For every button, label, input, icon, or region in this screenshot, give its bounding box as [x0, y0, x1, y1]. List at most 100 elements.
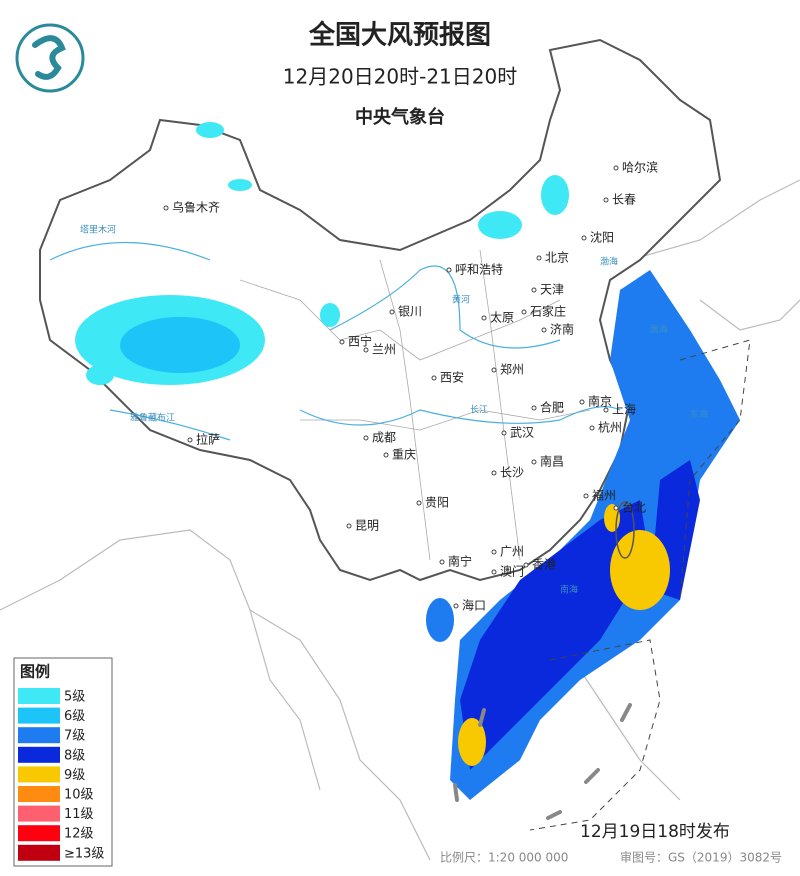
- city-label: 杭州: [598, 420, 622, 435]
- city-dot: [187, 437, 193, 443]
- city-dot: [491, 470, 497, 476]
- taiwan: [615, 501, 635, 559]
- city-dot: [491, 367, 497, 373]
- city-label: 海口: [462, 598, 486, 613]
- legend-swatch: [18, 688, 60, 704]
- legend-swatch: [18, 727, 60, 744]
- city-label: 拉萨: [196, 432, 220, 447]
- nine-dash-line: [453, 703, 632, 820]
- city-label: 南京: [588, 394, 612, 409]
- legend-swatch: [18, 786, 60, 802]
- city-label: 南昌: [540, 454, 564, 469]
- legend-swatch: [18, 844, 60, 861]
- city-dot: [603, 197, 609, 203]
- city-dot: [579, 399, 585, 405]
- city-label: 沈阳: [590, 230, 614, 245]
- city-dot: [389, 309, 395, 315]
- wind-areas: [75, 122, 740, 800]
- city-label: 重庆: [392, 448, 416, 462]
- approval-number: 审图号：GS（2019）3082号: [620, 850, 782, 865]
- china-outline: [39, 38, 722, 582]
- water-label: 长江: [470, 404, 488, 416]
- issued-time: 12月19日18时发布: [580, 822, 730, 842]
- legend-label: 6级: [64, 709, 85, 724]
- city-dot: [589, 425, 595, 431]
- city-label: 天津: [540, 283, 564, 297]
- legend-label: 9级: [64, 768, 85, 783]
- legend-title: 图例: [20, 663, 50, 681]
- legend-swatch: [18, 707, 60, 724]
- city-label: 郑州: [500, 362, 524, 377]
- water-label: 雅鲁藏布江: [130, 412, 175, 424]
- city-dot: [581, 235, 587, 241]
- logo: [15, 23, 85, 93]
- city-label: 昆明: [355, 519, 379, 533]
- legend: 5级 6级 7级 8级 9级 10级 11级 12级 ≥13级: [18, 688, 104, 861]
- city-dot: [339, 339, 345, 345]
- city-label: 北京: [545, 251, 569, 265]
- water-label: 黄河: [452, 294, 470, 306]
- city-label: 西安: [440, 370, 464, 385]
- city-dot: [523, 562, 529, 568]
- period: 12月20日20时-21日20时: [283, 65, 517, 89]
- city-label: 香港: [532, 558, 556, 572]
- legend-label: ≥13级: [64, 846, 104, 861]
- city-label: 济南: [550, 322, 574, 337]
- legend-swatch: [18, 805, 60, 822]
- title: 全国大风预报图: [308, 20, 491, 51]
- city-label: 澳门: [500, 564, 524, 579]
- legend-label: 7级: [64, 729, 85, 744]
- city-dot: [346, 523, 352, 529]
- city-label: 长沙: [500, 466, 524, 480]
- water-label: 渤海: [600, 256, 618, 268]
- city-dot: [521, 309, 527, 315]
- rivers: [49, 241, 621, 441]
- legend-label: 8级: [64, 748, 85, 763]
- city-label: 福州: [592, 488, 616, 503]
- city-label: 上海: [612, 402, 636, 417]
- city-label: 乌鲁木齐: [172, 200, 220, 215]
- legend-label: 11级: [64, 807, 94, 822]
- province-borders: [239, 249, 591, 561]
- city-label: 合肥: [540, 400, 564, 415]
- city-dot: [431, 375, 437, 381]
- sea-boundaries: [529, 339, 751, 831]
- city-label: 兰州: [372, 343, 396, 357]
- water-label: 黄海: [650, 324, 668, 336]
- city-dot: [536, 255, 542, 261]
- city-label: 哈尔滨: [622, 160, 658, 175]
- city-label: 石家庄: [530, 304, 566, 319]
- city-label: 武汉: [510, 426, 534, 440]
- city-label: 台北: [622, 500, 646, 515]
- city-label: 长春: [612, 193, 636, 207]
- city-label: 呼和浩特: [455, 262, 503, 277]
- city-dot: [363, 347, 369, 353]
- city-dot: [613, 505, 619, 511]
- city-dot: [363, 435, 369, 441]
- city-dot: [531, 287, 537, 293]
- legend-swatch: [18, 766, 60, 783]
- water-label: 塔里木河: [80, 224, 116, 236]
- city-dot: [481, 315, 487, 321]
- issuer: 中央气象台: [355, 106, 445, 128]
- city-label: 贵阳: [425, 496, 449, 510]
- city-dot: [613, 165, 619, 171]
- city-dot: [541, 327, 547, 333]
- city-label: 南宁: [448, 554, 472, 569]
- city-label: 太原: [490, 310, 514, 325]
- city-dot: [453, 603, 459, 609]
- city-label: 西宁: [348, 334, 372, 349]
- city-dot: [531, 405, 537, 411]
- water-label: 东海: [690, 409, 708, 421]
- city-dot: [163, 205, 169, 211]
- city-dot: [383, 452, 389, 458]
- city-dot: [501, 430, 507, 436]
- city-label: 广州: [500, 545, 524, 559]
- legend-label: 12级: [64, 827, 94, 842]
- city-dot: [446, 267, 452, 273]
- city-dot: [491, 569, 497, 575]
- scale: 比例尺：1:20 000 000: [440, 851, 568, 865]
- city-label: 银川: [398, 305, 422, 319]
